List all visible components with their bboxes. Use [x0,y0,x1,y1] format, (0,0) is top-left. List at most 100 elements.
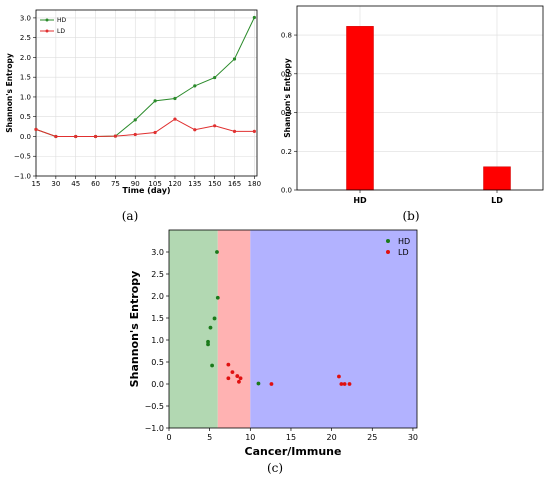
legend-marker-hd [45,18,49,22]
y-tick-label-a: 1.0 [20,93,31,101]
panel-a-line-chart: 15 30 45 60 75 90 105 120 135 150 165 180 3.0 2.5 2.0 1… [5,9,261,195]
scatter-point-hd [215,295,220,300]
legend-label-c-hd: HD [398,237,410,246]
y-tick-label-b: 0.4 [281,109,293,117]
y-tick-label-c: 2.5 [151,270,164,279]
x-tick-label-a: 180 [248,180,261,188]
panel-label-c: (c) [267,461,283,475]
x-tick-label-a: 105 [148,180,161,188]
x-tick-label-a: 45 [71,180,80,188]
panel-label-b: (b) [402,209,419,223]
scatter-point-hd [256,381,261,386]
data-point-ld [213,124,217,128]
data-point-hd [153,99,157,103]
legend-label-c-ld: LD [398,248,409,257]
x-tick-label-a: 30 [51,180,60,188]
scatter-point-hd [206,342,210,347]
y-axis-title-c: Shannon's Entropy [128,271,141,388]
plot-frame-a [35,9,258,177]
x-tick-label-c: 15 [286,433,296,442]
scatter-point-ld [230,370,235,375]
scatter-point-ld [337,374,341,379]
scatter-point-ld [235,374,240,378]
plot-frame-b [296,5,544,191]
y-tick-label-c: 1.5 [151,314,164,323]
scatter-point-ld [238,376,243,381]
y-axis-title-a: Shannon's Entropy [5,53,14,133]
data-point-ld [153,130,157,135]
scatter-point-ld [347,382,352,386]
y-tick-label-c: 0.5 [151,358,164,367]
y-tick-label-c: 0.0 [151,380,164,389]
data-point-hd [232,57,237,61]
x-tick-label-c: 30 [408,433,418,442]
x-tick-label-a: 120 [168,180,181,188]
y-tick-label-a: 2.0 [20,54,31,62]
shaded-region-1 [217,230,251,428]
data-point-ld [232,129,237,133]
scatter-point-ld [269,382,274,386]
scatter-point-ld [339,382,344,386]
x-tick-label-a: 90 [131,180,140,188]
bar-hd [346,26,374,191]
data-point-hd [213,75,217,80]
data-point-hd [173,96,177,101]
data-point-ld [113,134,118,138]
data-point-ld [34,127,38,131]
scatter-point-hd [215,250,219,254]
x-tick-label-a: 75 [111,180,120,188]
y-tick-label-c: −1.0 [145,424,164,433]
x-tick-label-a: 15 [32,180,41,188]
plot-area-a [36,10,257,176]
data-point-hd [193,84,197,88]
y-tick-label-c: −0.5 [145,402,164,411]
data-point-ld [193,128,197,132]
y-tick-label-a: −1.0 [14,173,31,181]
data-point-ld [74,134,78,139]
series-line-ld [35,118,255,137]
x-axis-title-c: Cancer/Immune [245,445,342,458]
data-point-hd [252,15,256,20]
x-tick-label-c: 5 [207,433,212,442]
legend-marker-ld [45,29,49,33]
y-tick-label-b: 0.6 [281,70,293,78]
plot-area-b [297,6,543,190]
scatter-point-ld [237,379,241,384]
x-tick-label-a: 135 [188,180,201,188]
legend-marker-c-hd [386,239,390,243]
x-axis-title-a: Time (day) [122,186,170,195]
legend-marker-c-ld [386,250,390,254]
scatter-point-hd [206,339,210,344]
data-point-ld [54,134,58,139]
y-tick-label-b: 0.0 [281,187,292,195]
y-tick-label-c: 2.0 [151,292,164,301]
x-tick-label-a: 165 [228,180,241,188]
y-tick-label-a: 3.0 [20,14,31,22]
y-tick-label-b: 0.8 [281,32,292,40]
scatter-point-hd [210,363,214,368]
data-point-ld [173,117,177,121]
y-tick-label-c: 1.0 [151,336,164,345]
scatter-point-ld [342,382,347,386]
x-tick-label-c: 20 [327,433,337,442]
data-point-ld [252,129,256,133]
legend-label-ld: LD [57,28,65,35]
panel-b-bar-chart: 0.0 0.2 0.4 0.6 0.8 HD LD Shannon's Entropy [281,5,544,205]
panel-c-scatter-chart: 0 5 10 15 20 25 30 3.0 2.5 2.0 1.5 1.0 0.5 0.0 −0.5 −1.… [128,229,418,458]
data-point-ld [93,134,98,139]
y-tick-label-a: 0.0 [20,133,31,141]
y-tick-label-a: 2.5 [20,34,31,42]
data-point-ld [133,132,137,137]
x-tick-label-a: 60 [91,180,100,188]
scatter-point-hd [212,316,217,321]
shaded-region-2 [250,230,417,428]
legend-label-hd: HD [57,17,67,24]
x-tick-label-b: LD [491,196,503,205]
scatter-point-ld [226,362,231,367]
y-tick-label-a: 1.5 [20,74,31,82]
data-point-hd [133,118,137,122]
x-tick-label-a: 150 [208,180,221,188]
y-axis-title-b: Shannon's Entropy [283,58,292,138]
x-tick-label-c: 10 [245,433,255,442]
